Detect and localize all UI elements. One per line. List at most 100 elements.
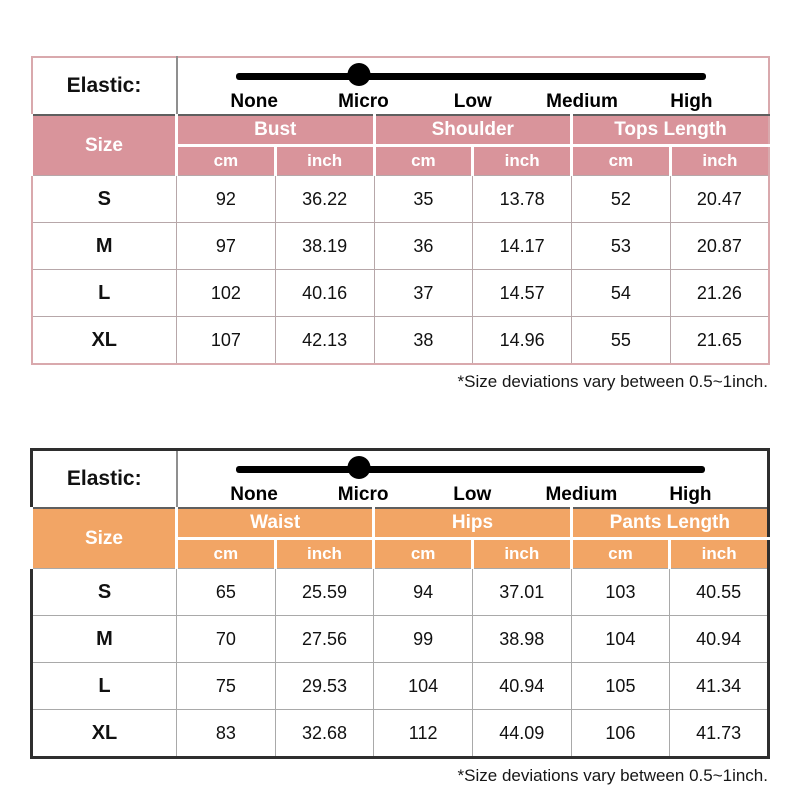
measurement-cell: 25.59 bbox=[274, 568, 375, 616]
slider-track bbox=[235, 73, 706, 80]
measurement-cell: 21.26 bbox=[669, 269, 770, 317]
unit-header-row: cm inch cm inch cm inch bbox=[32, 144, 769, 176]
size-corner-header: Size bbox=[30, 115, 178, 176]
measurement-cell: 27.56 bbox=[274, 615, 375, 663]
measurement-cell: 38 bbox=[373, 316, 474, 365]
measurement-cell: 92 bbox=[176, 175, 276, 223]
scale-label-micro: Micro bbox=[338, 91, 389, 112]
size-cell: S bbox=[31, 568, 177, 616]
unit-header: cm bbox=[569, 537, 670, 569]
table-row-s: S 65 25.59 94 37.01 103 40.55 bbox=[31, 568, 769, 616]
group-header-pants-length: Pants Length bbox=[569, 508, 769, 539]
measurement-cell: 104 bbox=[570, 615, 671, 663]
slider-scale-labels: None Micro Low Medium High bbox=[200, 91, 747, 113]
size-corner-header: Size bbox=[30, 508, 178, 569]
pants-size-table: Elastic: None Micro Low Medium High Size… bbox=[30, 448, 770, 759]
measurement-cell: 38.98 bbox=[471, 615, 572, 663]
unit-header: cm bbox=[372, 537, 473, 569]
measurement-cell: 52 bbox=[571, 175, 671, 223]
measurement-cell: 40.94 bbox=[669, 615, 769, 663]
scale-label-micro: Micro bbox=[337, 484, 389, 505]
unit-header: inch bbox=[668, 144, 769, 176]
pants-size-panel: Elastic: None Micro Low Medium High Size… bbox=[30, 448, 770, 759]
tops-size-table: Elastic: None Micro Low Medium High Size… bbox=[30, 56, 770, 365]
elastic-label: Elastic: bbox=[31, 57, 178, 116]
scale-label-none: None bbox=[230, 91, 278, 112]
measurement-cell: 83 bbox=[176, 709, 276, 758]
measurement-cell: 41.73 bbox=[669, 709, 769, 758]
measurement-cell: 38.19 bbox=[274, 222, 375, 270]
table-row-l: L 102 40.16 37 14.57 54 21.26 bbox=[31, 269, 770, 317]
measurement-cell: 97 bbox=[176, 222, 276, 270]
measurement-cell: 40.16 bbox=[274, 269, 375, 317]
measurement-cell: 13.78 bbox=[472, 175, 572, 223]
size-cell: L bbox=[31, 269, 177, 317]
group-header-tops-length: Tops Length bbox=[570, 115, 769, 146]
size-cell: M bbox=[31, 615, 177, 663]
measurement-cell: 20.47 bbox=[669, 175, 770, 223]
size-deviation-note: *Size deviations vary between 0.5~1inch. bbox=[457, 766, 768, 785]
unit-header: inch bbox=[668, 537, 769, 569]
measurement-cell: 105 bbox=[570, 662, 671, 710]
unit-header: inch bbox=[470, 537, 572, 569]
elastic-row: Elastic: None Micro Low Medium High bbox=[31, 57, 769, 116]
slider-knob-icon bbox=[347, 63, 371, 86]
unit-header: cm bbox=[175, 537, 276, 569]
unit-header: inch bbox=[273, 144, 374, 176]
unit-header: inch bbox=[471, 144, 572, 176]
measurement-cell: 55 bbox=[571, 316, 671, 365]
size-cell: XL bbox=[31, 709, 177, 758]
unit-header: cm bbox=[175, 144, 276, 176]
measurement-cell: 41.34 bbox=[669, 662, 769, 710]
group-header-shoulder: Shoulder bbox=[372, 115, 572, 146]
elastic-slider: None Micro Low Medium High bbox=[176, 57, 769, 116]
scale-label-high: High bbox=[669, 484, 712, 505]
size-cell: XL bbox=[31, 316, 177, 365]
measurement-cell: 70 bbox=[176, 615, 276, 663]
scale-label-medium: Medium bbox=[545, 484, 618, 505]
measurement-cell: 35 bbox=[373, 175, 474, 223]
scale-label-low: Low bbox=[453, 484, 492, 505]
measurement-cell: 107 bbox=[176, 316, 276, 365]
unit-header-row: cm inch cm inch cm inch bbox=[32, 537, 769, 569]
measurement-cell: 20.87 bbox=[669, 222, 770, 270]
scale-label-low: Low bbox=[453, 91, 492, 112]
unit-header: cm bbox=[372, 144, 473, 176]
measurement-cell: 53 bbox=[571, 222, 671, 270]
unit-header: inch bbox=[273, 537, 374, 569]
measurement-cell: 36.22 bbox=[274, 175, 375, 223]
table-row-s: S 92 36.22 35 13.78 52 20.47 bbox=[31, 175, 770, 223]
measurement-cell: 65 bbox=[176, 568, 276, 616]
elastic-slider: None Micro Low Medium High bbox=[176, 449, 769, 509]
slider-knob-icon bbox=[347, 456, 371, 479]
measurement-cell: 14.57 bbox=[472, 269, 572, 317]
measurement-cell: 103 bbox=[570, 568, 671, 616]
column-group-header-row: Size Bust Shoulder Tops Length bbox=[30, 115, 769, 176]
size-deviation-note: *Size deviations vary between 0.5~1inch. bbox=[457, 372, 768, 391]
measurement-cell: 37.01 bbox=[471, 568, 572, 616]
measurement-cell: 37 bbox=[373, 269, 474, 317]
measurement-cell: 21.65 bbox=[669, 316, 770, 365]
measurement-cell: 36 bbox=[373, 222, 474, 270]
measurement-cell: 104 bbox=[373, 662, 473, 710]
measurement-cell: 44.09 bbox=[471, 709, 572, 758]
measurement-cell: 14.96 bbox=[472, 316, 572, 365]
group-header-hips: Hips bbox=[372, 508, 572, 539]
measurement-cell: 112 bbox=[373, 709, 473, 758]
table-row-xl: XL 83 32.68 112 44.09 106 41.73 bbox=[31, 709, 769, 758]
table-row-m: M 97 38.19 36 14.17 53 20.87 bbox=[31, 222, 770, 270]
size-cell: M bbox=[31, 222, 177, 270]
measurement-cell: 75 bbox=[176, 662, 276, 710]
measurement-cell: 14.17 bbox=[472, 222, 572, 270]
scale-label-medium: Medium bbox=[546, 91, 618, 112]
measurement-cell: 54 bbox=[571, 269, 671, 317]
measurement-cell: 99 bbox=[373, 615, 473, 663]
measurement-cell: 29.53 bbox=[274, 662, 375, 710]
measurement-cell: 106 bbox=[570, 709, 671, 758]
measurement-cell: 42.13 bbox=[274, 316, 375, 365]
table-row-m: M 70 27.56 99 38.98 104 40.94 bbox=[31, 615, 769, 663]
slider-track bbox=[235, 466, 705, 473]
measurement-cell: 102 bbox=[176, 269, 276, 317]
elastic-row: Elastic: None Micro Low Medium High bbox=[31, 449, 769, 509]
